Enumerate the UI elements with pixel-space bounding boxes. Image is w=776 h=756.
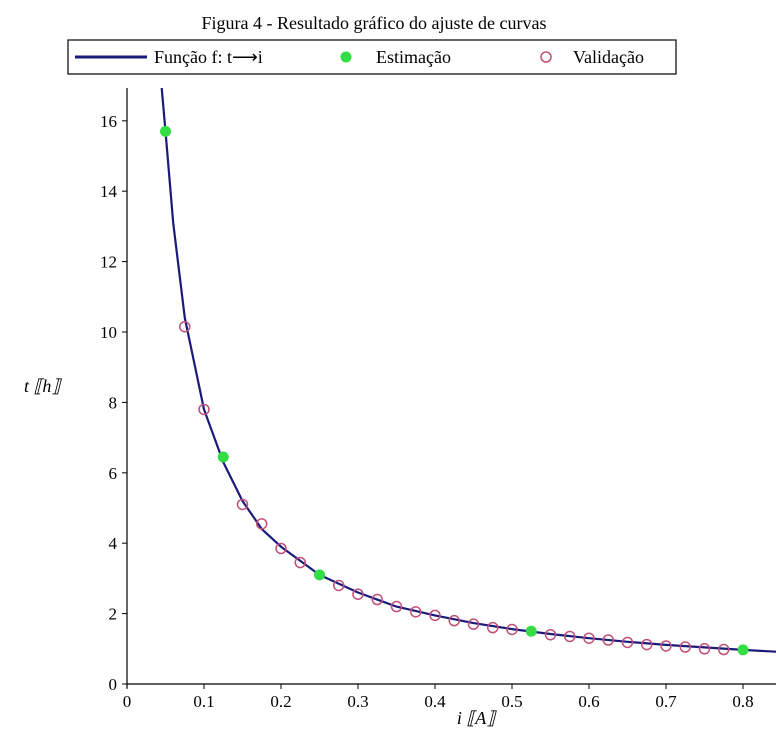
ticks-layer: 0 0.1 0.2 0.3 0.4 0.5 0.6 0.7 0.8 0 2 4 6 8 10 12 14 16 [100, 112, 754, 711]
validation-point [390, 600, 403, 613]
validation-point [679, 641, 691, 653]
estimation-point [314, 569, 325, 581]
validation-point [429, 609, 441, 622]
validation-point [179, 320, 191, 333]
validation-point [275, 542, 287, 555]
validation-point [198, 403, 210, 416]
y-tick-label: 16 [100, 112, 117, 131]
fitted-curve-line [160, 87, 776, 653]
y-tick-label: 4 [109, 534, 118, 553]
x-axis-label: i ⟦A⟧ [457, 708, 497, 728]
validation-point [564, 630, 576, 643]
y-tick-label: 10 [100, 323, 117, 342]
points-layer [160, 125, 749, 656]
validation-point [467, 618, 480, 630]
y-tick-label: 12 [100, 253, 117, 272]
validation-point [333, 579, 345, 592]
x-tick-label: 0.1 [193, 692, 214, 711]
validation-point [660, 640, 672, 652]
validation-point [506, 623, 518, 636]
validation-point [448, 614, 460, 627]
validation-point [410, 606, 422, 618]
validation-point [371, 593, 383, 606]
validation-point [544, 628, 557, 641]
x-tick-label: 0.6 [578, 692, 599, 711]
estimation-point [525, 625, 537, 637]
y-tick-label: 6 [109, 464, 118, 483]
y-tick-label: 0 [109, 675, 118, 694]
validation-point [294, 556, 306, 569]
chart-title: Figura 4 - Resultado gráfico do ajuste d… [202, 13, 547, 33]
validation-point [718, 643, 730, 656]
legend-label-validation: Validação [573, 47, 644, 67]
estimation-point [160, 125, 171, 137]
y-tick-label: 14 [100, 182, 118, 201]
x-tick-label: 0.8 [732, 692, 753, 711]
validation-point [256, 518, 268, 530]
curve-layer [160, 87, 776, 653]
validation-point [621, 636, 634, 649]
y-tick-label: 8 [109, 393, 118, 412]
validation-point [236, 498, 249, 511]
validation-point [698, 643, 711, 655]
x-tick-label: 0.7 [655, 692, 677, 711]
validation-point [583, 632, 595, 644]
validation-point [352, 588, 364, 600]
estimation-point [737, 644, 749, 656]
validation-point [641, 638, 653, 651]
legend: Função f: t⟶i Estimação Validação [67, 39, 677, 75]
estimation-point [217, 451, 229, 463]
x-tick-label: 0.3 [347, 692, 368, 711]
x-tick-label: 0.2 [270, 692, 291, 711]
x-tick-label: 0 [123, 692, 132, 711]
x-tick-label: 0.4 [424, 692, 446, 711]
validation-point [487, 621, 499, 634]
legend-box [67, 39, 677, 75]
y-tick-label: 2 [109, 605, 118, 624]
legend-label-estimation: Estimação [376, 47, 451, 67]
validation-point [602, 634, 614, 646]
x-tick-label: 0.5 [501, 692, 522, 711]
legend-validation-swatch [540, 51, 552, 63]
legend-label-curve: Função f: t⟶i [154, 47, 263, 67]
y-axis-label: t ⟦h⟧ [24, 376, 62, 396]
legend-estimation-swatch [340, 51, 352, 63]
